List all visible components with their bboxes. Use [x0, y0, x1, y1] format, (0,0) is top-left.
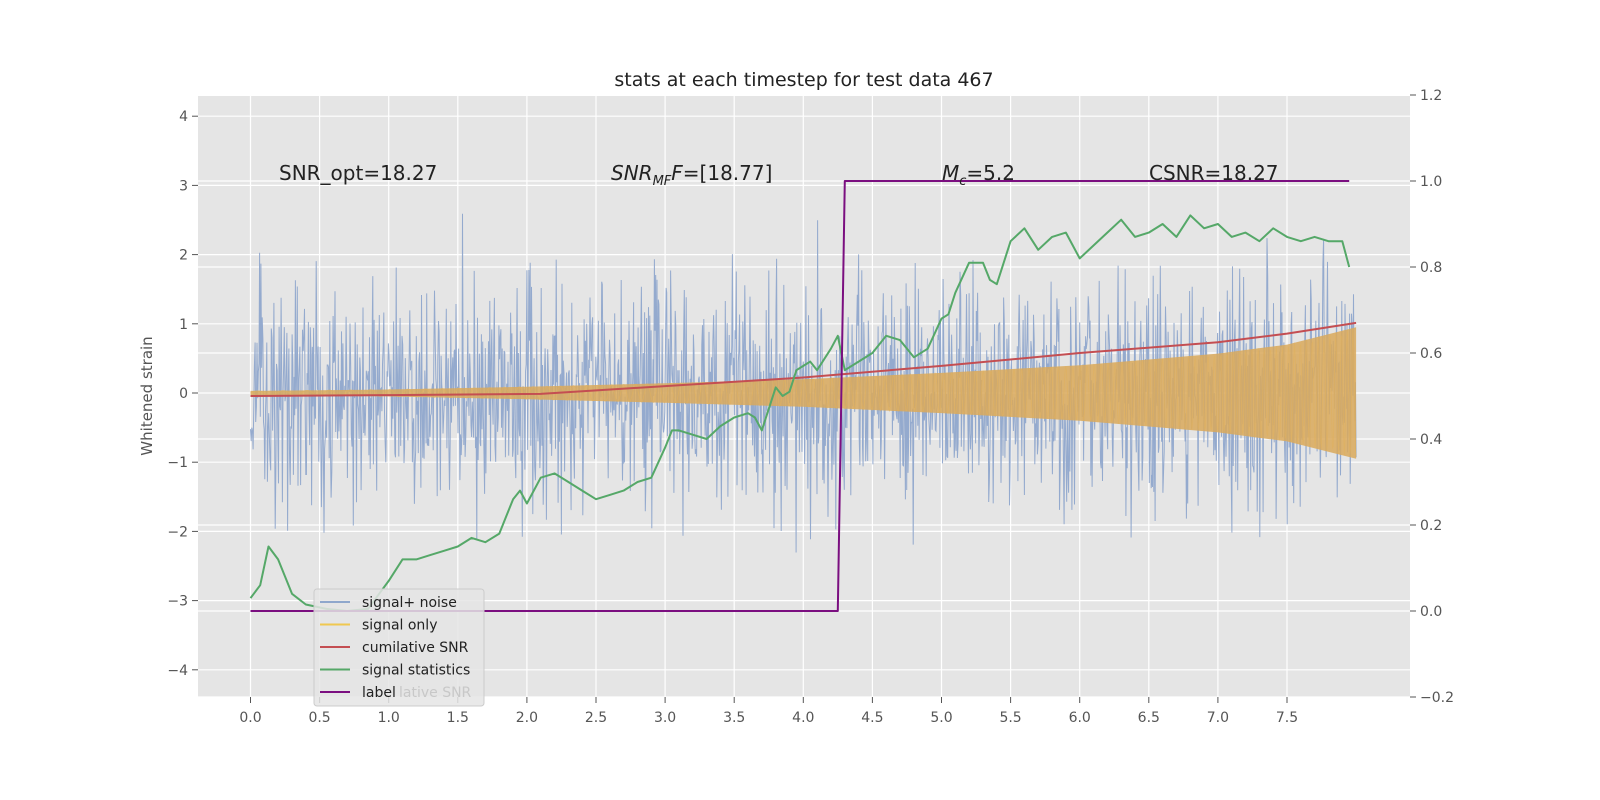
legend-label: signal+ noise — [362, 595, 457, 611]
legend-label: label — [362, 685, 396, 701]
csnr-annotation: CSNR=18.27 — [1149, 161, 1279, 185]
signal-only-line — [250, 328, 1357, 456]
x-tick-label: 0.0 — [239, 710, 261, 726]
x-tick-label: 5.0 — [930, 710, 952, 726]
y2-tick-label: 1.2 — [1420, 88, 1442, 104]
legend-label: signal only — [362, 618, 437, 634]
legend-label: cumilative SNR — [362, 640, 469, 656]
x-tick-label: 4.0 — [792, 710, 814, 726]
y2-tick-label: 0.8 — [1420, 260, 1442, 276]
y-tick-label: 3 — [179, 178, 188, 194]
legend-box — [313, 588, 485, 707]
y-tick-label: 1 — [179, 317, 188, 333]
legend: lative SNR signal+ noise signal only cumila… — [313, 588, 485, 707]
y-tick-label: −3 — [167, 594, 188, 610]
x-tick-label: 3.0 — [654, 710, 676, 726]
snr-opt-annotation: SNR_opt=18.27 — [279, 161, 437, 185]
y-tick-label: 4 — [179, 109, 188, 125]
y2-tick-label: 0.6 — [1420, 346, 1442, 362]
x-tick-label: 1.0 — [378, 710, 400, 726]
signal-only-series — [250, 327, 1357, 459]
y-tick-label: −2 — [167, 524, 188, 540]
signal-noise-series — [250, 213, 1357, 553]
x-tick-label: 7.5 — [1276, 710, 1298, 726]
x-tick-label: 4.5 — [861, 710, 883, 726]
y2-tick-label: 1.0 — [1420, 174, 1442, 190]
y2-tick-label: −0.2 — [1420, 690, 1454, 706]
signal-noise-line — [250, 213, 1357, 553]
x-tick-label: 6.0 — [1069, 710, 1091, 726]
y-axis-label: Whitened strain — [138, 336, 156, 455]
legend-label: signal statistics — [362, 663, 470, 679]
x-tick-label: 2.0 — [516, 710, 538, 726]
x-tick-label: 0.5 — [308, 710, 330, 726]
cumulative-snr-line — [250, 321, 1357, 397]
signal-statistics-line — [249, 214, 1351, 612]
y2-tick-label: 0.0 — [1420, 604, 1442, 620]
x-tick-label: 7.0 — [1207, 710, 1229, 726]
y2-tick-label: 0.2 — [1420, 518, 1442, 534]
chart-title: stats at each timestep for test data 467 — [614, 69, 993, 91]
x-tick-label: 5.5 — [999, 710, 1021, 726]
y-tick-label: −1 — [167, 455, 188, 471]
x-tick-label: 6.5 — [1138, 710, 1160, 726]
series-lines — [249, 180, 1357, 612]
x-tick-label: 3.5 — [723, 710, 745, 726]
axes: 0.0 0.5 1.0 1.5 2.0 2.5 3.0 3.5 4.0 4.5 5.0 5.5 6.0 6… — [167, 88, 1454, 726]
y-tick-label: 0 — [179, 386, 188, 402]
legend-ghost-text: lative SNR — [399, 685, 472, 701]
y-tick-label: 2 — [179, 248, 188, 264]
x-tick-label: 2.5 — [585, 710, 607, 726]
signal-only-envelope — [250, 327, 1357, 459]
annotations: SNR_opt=18.27 SNRMFF=[18.77] Mc=5.2 CSNR… — [279, 161, 1279, 189]
x-tick-label: 1.5 — [447, 710, 469, 726]
snr-mf-annotation: SNRMFF=[18.77] — [611, 161, 772, 189]
y2-tick-label: 0.4 — [1420, 432, 1442, 448]
mc-annotation: Mc=5.2 — [942, 161, 1015, 189]
y-tick-label: −4 — [167, 663, 188, 679]
label-line — [250, 180, 1350, 612]
